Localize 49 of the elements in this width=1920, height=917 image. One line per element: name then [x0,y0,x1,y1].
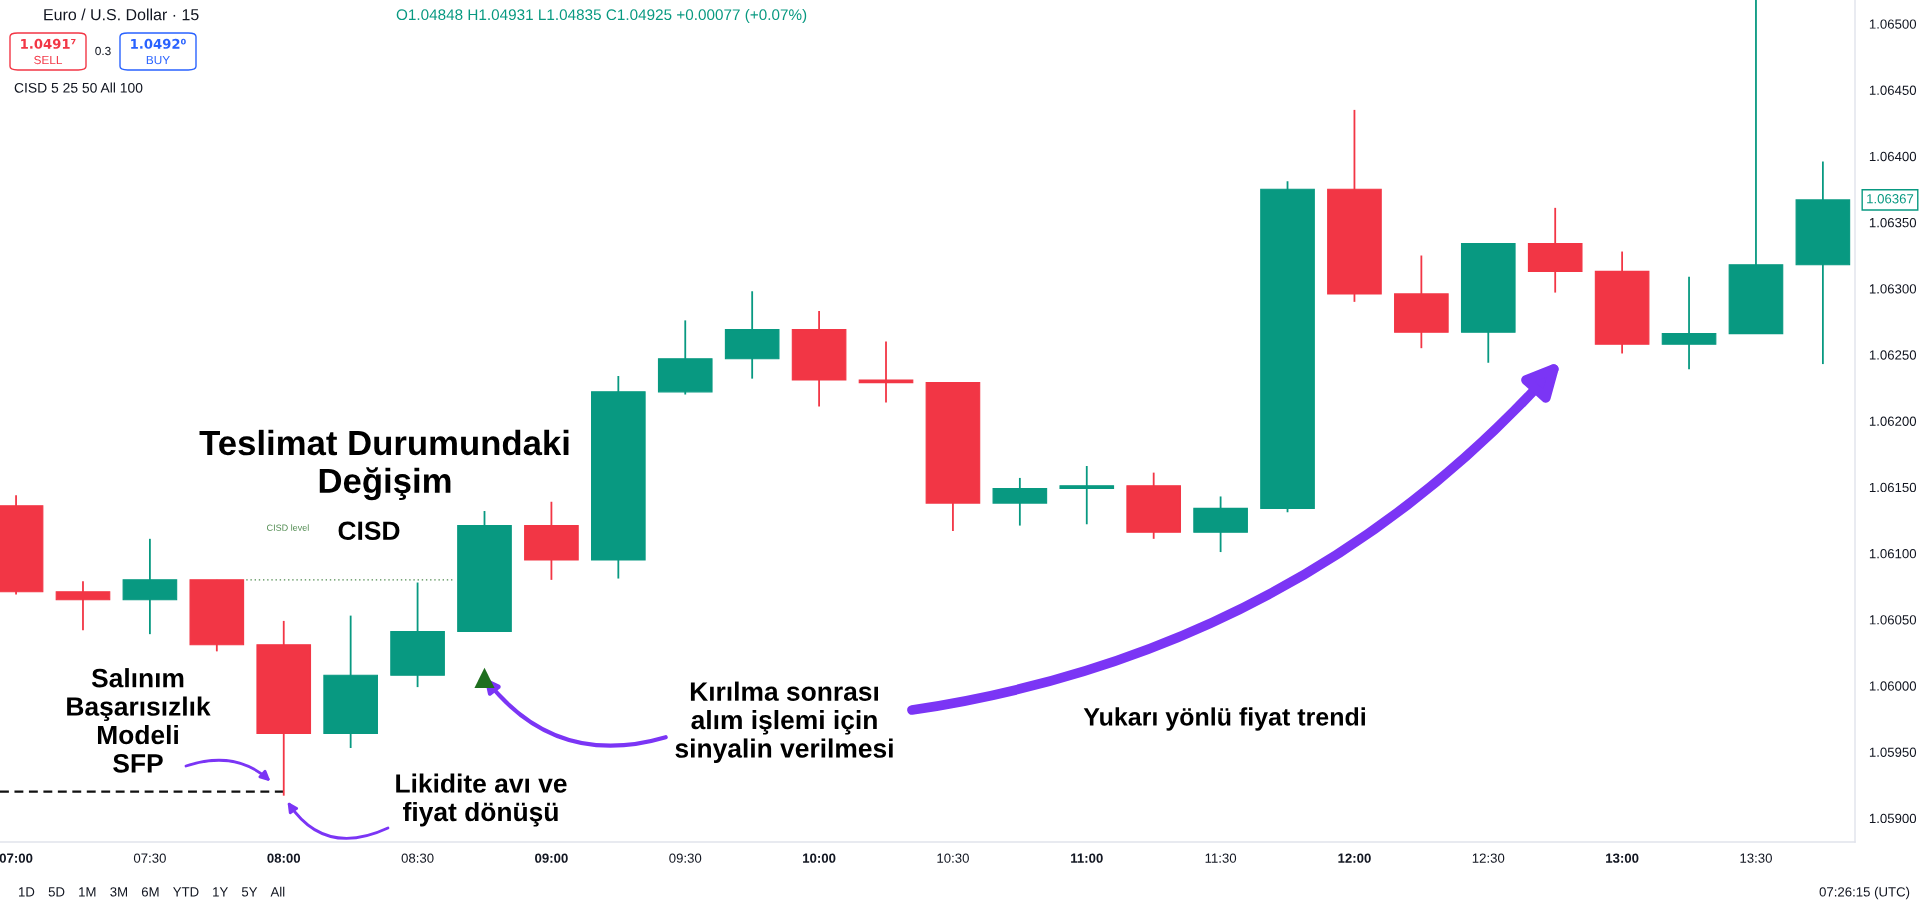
x-tick-label: 10:30 [937,853,969,863]
x-tick-label: 11:30 [1205,853,1237,863]
text: CISD level [267,524,309,531]
text: 1D 5D 1M 3M 6M YTD 1Y 5Y All [19,886,285,897]
x-tick-label: 13:30 [1740,853,1772,863]
x-tick-label: 13:00 [1606,853,1639,863]
text: O1.04848 H1.04931 L1.04835 C1.04925 +0.00077 (+0.07%) [396,8,807,24]
y-tick-label: 1.06200 [1869,416,1917,426]
annotation: SELL [34,55,63,65]
y-tick-label: 1.06150 [1869,482,1917,493]
x-tick-label: 07:00 [0,853,33,863]
y-tick-label: 1.05950 [1869,747,1917,757]
candlestick [858,340,914,404]
annotation: Kırılma sonrası alım işlemi için sinyalin verilmesi [675,681,893,763]
x-tick-label: 11:00 [1071,853,1103,863]
annotation: Likidite avı ve fiyat dönüşü [396,773,567,827]
annotation: CISD [338,521,400,541]
x-tick-label: 10:00 [803,853,836,863]
annotation: CISD 5 25 50 All 100 [14,82,143,93]
annotation: Salınım Başarısızlık Modeli SFP [67,668,211,773]
chart-title: Euro / U.S. Dollar · 15 [44,8,199,21]
y-tick-label: 1.06250 [1869,350,1917,360]
annotation: Teslimat Durumundaki Değişim [199,429,569,501]
x-tick-label: 08:00 [267,853,301,863]
x-tick-label: 07:30 [133,853,166,863]
y-tick-label: 1.06050 [1869,615,1917,625]
text: 1.06367 [1867,194,1914,204]
y-tick-label: 1.05900 [1869,813,1917,824]
y-tick-label: 1.06300 [1869,284,1917,294]
annotation: 1.0492⁰ [131,38,186,49]
y-tick-label: 1.06100 [1869,548,1917,559]
candlestick [1661,275,1717,371]
x-tick-label: 09:00 [535,853,568,863]
annotation: 0.3 [95,46,111,56]
y-tick-label: 1.06400 [1869,151,1917,162]
y-tick-label: 1.06350 [1869,217,1917,228]
x-tick-label: 12:00 [1338,853,1371,863]
text: 07:26:15 (UTC) [1819,886,1910,900]
x-tick-label: 08:30 [401,853,434,863]
y-tick-label: 1.06500 [1869,19,1917,29]
annotation: 1.0491⁷ [21,38,76,49]
x-tick-label: 12:30 [1472,853,1505,863]
candlestick [1059,465,1115,526]
y-tick-label: 1.06000 [1869,681,1917,691]
y-tick-label: 1.06450 [1869,85,1917,95]
candlestick [55,580,111,632]
annotation: BUY [146,55,170,65]
annotation: Yukarı yönlü fiyat trendi [1083,707,1365,731]
x-tick-label: 09:30 [669,853,702,863]
